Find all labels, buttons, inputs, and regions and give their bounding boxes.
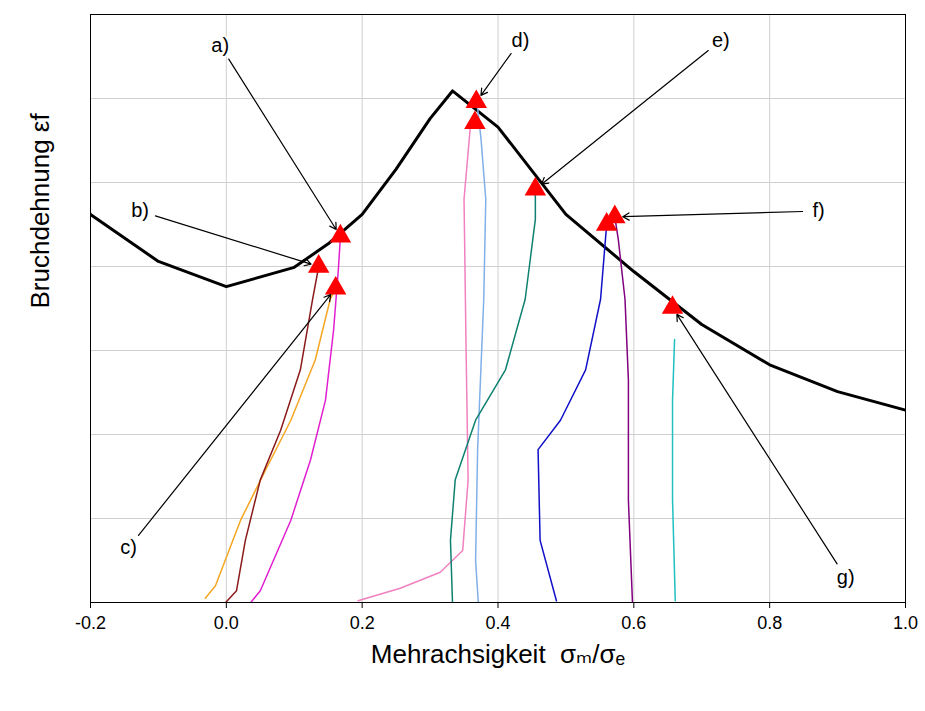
svg-text:b): b) bbox=[131, 199, 149, 221]
svg-text:0.8: 0.8 bbox=[757, 613, 782, 633]
svg-text:0.2: 0.2 bbox=[350, 613, 375, 633]
svg-text:1.0: 1.0 bbox=[893, 613, 918, 633]
svg-text:0.6: 0.6 bbox=[621, 613, 646, 633]
svg-text:f): f) bbox=[812, 199, 824, 221]
svg-text:d): d) bbox=[512, 29, 530, 51]
svg-text:0.4: 0.4 bbox=[485, 613, 510, 633]
svg-text:Mehrachsigkeit σₘ/σₑ: Mehrachsigkeit σₘ/σₑ bbox=[371, 639, 625, 669]
svg-text:-0.2: -0.2 bbox=[75, 613, 106, 633]
svg-text:a): a) bbox=[211, 34, 229, 56]
svg-text:Bruchdehnung εf: Bruchdehnung εf bbox=[25, 113, 55, 309]
svg-text:0.0: 0.0 bbox=[214, 613, 239, 633]
svg-text:g): g) bbox=[837, 566, 855, 588]
svg-text:c): c) bbox=[120, 536, 137, 558]
svg-text:e): e) bbox=[712, 29, 730, 51]
